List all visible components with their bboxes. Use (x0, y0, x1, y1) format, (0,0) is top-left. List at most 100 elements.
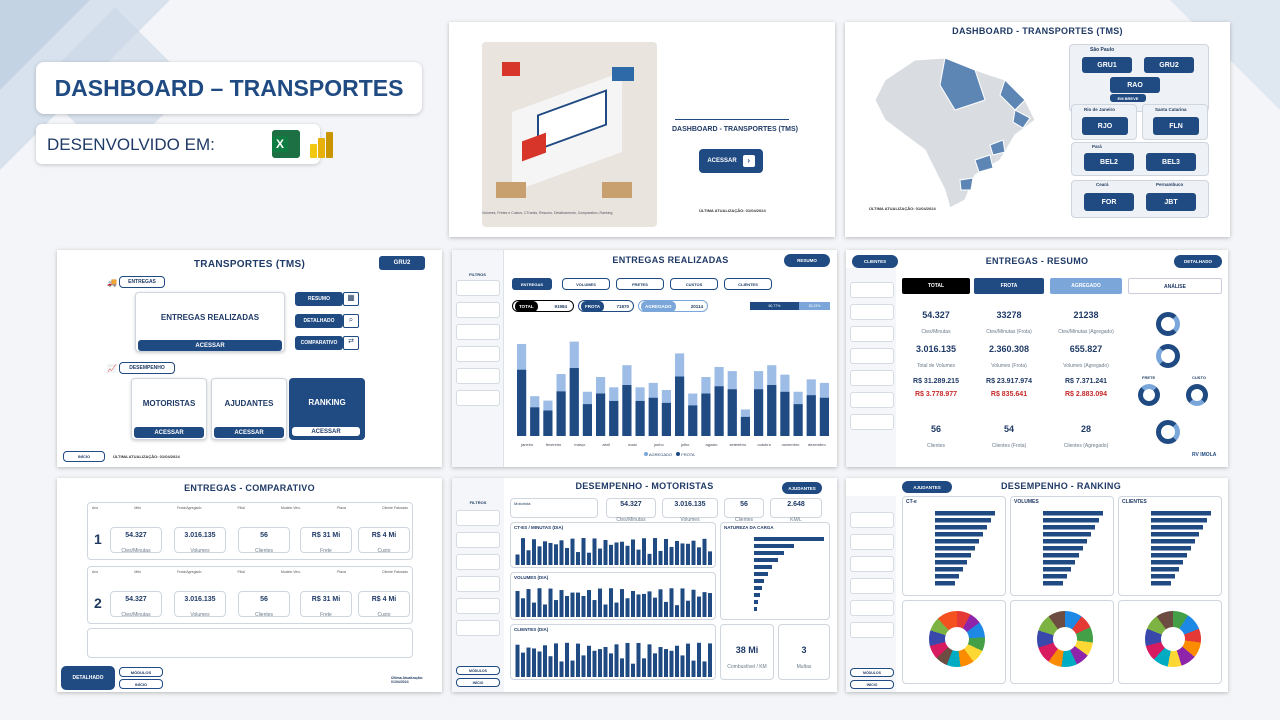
bar-frota (661, 402, 671, 436)
entregas-realizadas-label: ENTREGAS REALIZADAS (160, 313, 260, 322)
slide-realizadas[interactable]: FILTROS ENTREGAS REALIZADAS RESUMO ENTRE… (452, 250, 837, 467)
inicio-button[interactable]: INÍCIO (119, 679, 163, 689)
filter-frota[interactable] (850, 556, 894, 572)
filter-mes[interactable] (456, 532, 500, 548)
filter-cliente[interactable] (850, 414, 894, 430)
filter-mes[interactable] (850, 534, 894, 550)
filter-placa[interactable] (456, 620, 500, 636)
slide-map[interactable]: DASHBOARD - TRANSPORTES (TMS) ÚLTIMA ATU… (845, 22, 1230, 237)
ranking-acessar-button[interactable]: ACESSAR (291, 426, 361, 437)
motorista-select[interactable]: Motorista (510, 498, 598, 518)
rjo-button[interactable]: RJO (1082, 117, 1128, 135)
tab-clientes[interactable]: CLIENTES (724, 278, 772, 290)
map-update: ÚLTIMA ATUALIZAÇÃO: 01/04/2024 (869, 206, 936, 211)
cover-access-button[interactable]: ACESSAR › (699, 149, 763, 173)
bel2-button[interactable]: BEL2 (1084, 153, 1134, 171)
label: Frete (320, 612, 332, 618)
kpi-total-frete: R$ 31.289.215 R$ 3.778.977 (902, 378, 970, 398)
gru1-button[interactable]: GRU1 (1082, 57, 1132, 73)
motoristas-acessar-button[interactable]: ACESSAR (134, 427, 204, 438)
inicio-button[interactable]: INÍCIO (63, 451, 105, 462)
motoristas-card[interactable]: MOTORISTAS ACESSAR (131, 378, 207, 440)
modulos-button[interactable]: MÓDULOS (119, 667, 163, 677)
inicio-button[interactable]: INÍCIO (456, 678, 500, 687)
resumo-label: RESUMO (308, 296, 330, 302)
filter-modelo[interactable] (456, 368, 500, 384)
modulos-button[interactable]: MÓDULOS (456, 666, 500, 675)
clientes-back-button[interactable]: CLIENTES (852, 255, 898, 268)
realizadas-resumo-button[interactable]: RESUMO (784, 254, 830, 267)
daily-bar (581, 655, 586, 677)
inicio-label: INÍCIO (134, 681, 148, 687)
filter-filial[interactable] (850, 578, 894, 594)
filter-ano[interactable] (850, 512, 894, 528)
filter-mes[interactable] (850, 304, 894, 320)
filter-frota[interactable] (456, 554, 500, 570)
rjo-label: RJO (1097, 122, 1113, 130)
resumo-detalhado-button[interactable]: DETALHADO (1174, 255, 1222, 268)
slide-resumo[interactable]: CLIENTES ENTREGAS - RESUMO DETALHADO TOT… (846, 250, 1228, 467)
entregas-acessar-button[interactable]: ACESSAR (138, 340, 282, 351)
filter-placa[interactable] (850, 622, 894, 638)
for-button[interactable]: FOR (1084, 193, 1134, 211)
sc-label: Santa Catarina (1155, 107, 1187, 112)
slide-ranking[interactable]: MÓDULOS INÍCIO AJUDANTES DESEMPENHO - RA… (846, 478, 1228, 692)
ajudantes-card[interactable]: AJUDANTES ACESSAR (211, 378, 287, 440)
filter-frota[interactable] (850, 326, 894, 342)
filter-placa[interactable] (456, 390, 500, 406)
total-value: 91984 (554, 304, 567, 309)
tab-fretes[interactable]: FRETES (616, 278, 664, 290)
daily-bar (636, 549, 641, 565)
filter-modelo[interactable] (850, 600, 894, 616)
kpi-custo: R$ 4 Mi Custo (358, 591, 410, 618)
slide-cover[interactable]: DASHBOARD - TRANSPORTES (TMS) ACESSAR › Ú… (449, 22, 835, 237)
daily-bar (653, 538, 657, 565)
motorista-label: Motorista (514, 501, 531, 506)
ajudantes-nav-button[interactable]: AJUDANTES (782, 482, 822, 494)
resumo-button[interactable]: RESUMO (295, 292, 343, 306)
ajudantes-back-button[interactable]: AJUDANTES (902, 481, 952, 493)
total-label: TOTAL (515, 301, 538, 312)
donut-clientes (1118, 600, 1222, 684)
daily-bar (570, 660, 575, 677)
ajudantes-acessar-button[interactable]: ACESSAR (214, 427, 284, 438)
em-breve-badge: EM BREVE (1110, 94, 1146, 102)
filter-modelo[interactable] (850, 370, 894, 386)
modulos-button[interactable]: MÓDULOS (850, 668, 894, 677)
slide-menu[interactable]: TRANSPORTES (TMS) GRU2 🚚 ENTREGAS ENTREG… (57, 250, 442, 467)
value: R$ 31 Mi (311, 532, 341, 539)
filter-mes[interactable] (456, 302, 500, 318)
filter-frota[interactable] (456, 324, 500, 340)
detalhado-button[interactable]: DETALHADO (295, 314, 343, 328)
filter-filial[interactable] (456, 576, 500, 592)
filter-modelo[interactable] (456, 598, 500, 614)
brand-logo: RV IMOLA (1192, 452, 1217, 458)
value: 2.648 (787, 501, 805, 508)
rao-button[interactable]: RAO (1110, 77, 1160, 93)
inicio-button[interactable]: INÍCIO (850, 680, 894, 689)
label: Custo (377, 548, 391, 554)
gru2-button[interactable]: GRU2 (1144, 57, 1194, 73)
slide-motoristas[interactable]: FILTROS MÓDULOS INÍCIO DESEMPENHO - MOTO… (452, 478, 837, 692)
daily-bar (576, 552, 580, 565)
jbt-button[interactable]: JBT (1146, 193, 1196, 211)
header-total: TOTAL (902, 278, 970, 294)
slide-comparativo[interactable]: ENTREGAS - COMPARATIVO Ano Mês Frota/Agr… (57, 478, 442, 692)
tab-volumes[interactable]: VOLUMES (562, 278, 610, 290)
filter-filial[interactable] (456, 346, 500, 362)
filter-placa[interactable] (850, 392, 894, 408)
tab-custos[interactable]: CUSTOS (670, 278, 718, 290)
fln-button[interactable]: FLN (1153, 117, 1199, 135)
detalhado-nav-button[interactable]: DETALHADO (61, 666, 115, 690)
daily-bar (554, 544, 558, 565)
entregas-realizadas-card[interactable]: ENTREGAS REALIZADAS ACESSAR (135, 292, 285, 352)
filter-filial[interactable] (850, 348, 894, 364)
filter-ano[interactable] (456, 510, 500, 526)
filter-ano[interactable] (456, 280, 500, 296)
tab-entregas[interactable]: ENTREGAS (512, 278, 552, 290)
filter-ano[interactable] (850, 282, 894, 298)
comparativo-button[interactable]: COMPARATIVO (295, 336, 343, 350)
bel3-button[interactable]: BEL3 (1146, 153, 1196, 171)
ranking-card[interactable]: RANKING ACESSAR (289, 378, 365, 440)
ctes-dia-chart: CT-ES / MINUTAS (DIA) (510, 522, 716, 568)
